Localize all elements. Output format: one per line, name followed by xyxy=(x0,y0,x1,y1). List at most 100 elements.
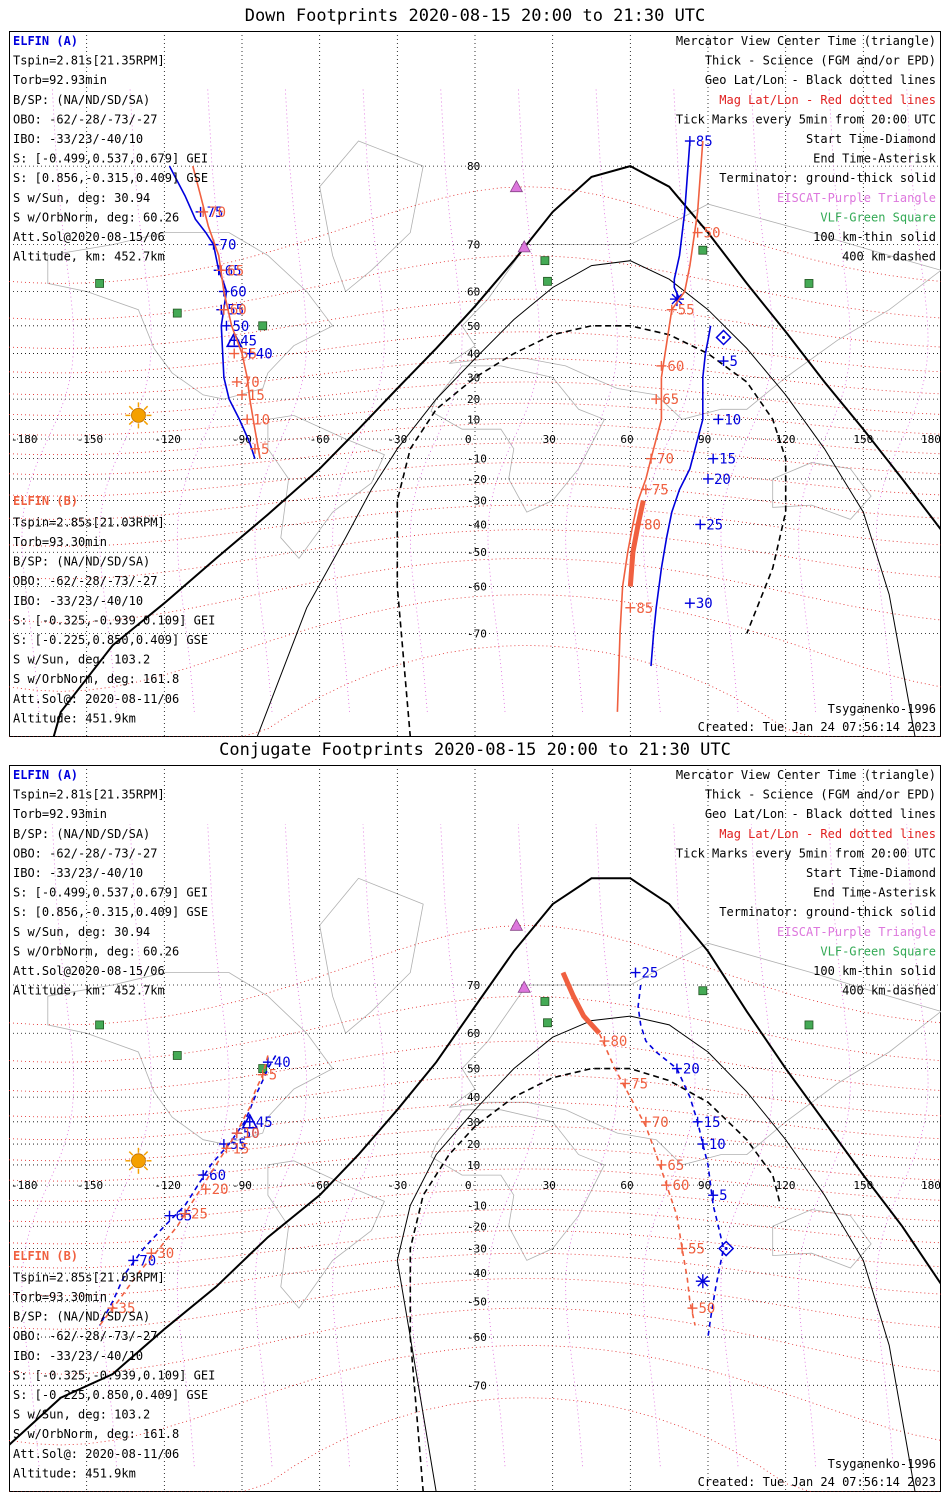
footprint-track-0 xyxy=(168,165,256,459)
footprint-track-2 xyxy=(650,325,712,667)
footprint-track-1 xyxy=(98,1055,269,1326)
eiscat-triangle-0 xyxy=(509,918,524,931)
footprint-track-1 xyxy=(673,140,691,300)
mag-meridian-1 xyxy=(99,88,152,712)
tick-label-7: 5 xyxy=(269,1068,277,1084)
tick-label-0: 70 xyxy=(209,205,226,221)
tick-label-10: 60 xyxy=(667,359,684,375)
panel-title-down: Down Footprints 2020-08-15 20:00 to 21:3… xyxy=(244,6,706,26)
sun-icon xyxy=(125,1147,152,1174)
mag-meridian-8 xyxy=(642,88,696,712)
tick-label-0: 80 xyxy=(610,1034,627,1050)
info-block-b: ELFIN (B) Tspin=2.85s[21.03RPM] Torb=93.30… xyxy=(13,494,215,726)
elfin-b-info-line-9: Att.Sol@: 2020-08-11/06 xyxy=(13,1447,179,1461)
legend-entry-5: Start Time-Diamond xyxy=(806,866,936,880)
tick-label-1: 20 xyxy=(683,1062,700,1078)
created-timestamp: Created: Tue Jan 24 07:56:14 2023 xyxy=(698,720,936,734)
tick-label-1: 75 xyxy=(631,1076,648,1092)
legend: Mercator View Center Time (triangle) Thic… xyxy=(676,768,937,998)
y-tick-label-8: -10 xyxy=(467,1199,487,1212)
sun-disc xyxy=(131,407,146,423)
legend-entry-6: End Time-Asterisk xyxy=(813,152,937,166)
elfin-a-label: ELFIN (A) xyxy=(13,34,78,48)
tick-label-5: 55 xyxy=(688,1242,705,1258)
mag-meridian-0 xyxy=(21,88,75,712)
tick-label-2: 15 xyxy=(704,1115,721,1131)
sun-ray-1 xyxy=(143,1165,149,1171)
y-tick-label-14: -70 xyxy=(467,1379,487,1392)
elfin-b-info-line-2: B/SP: (NA/ND/SD/SA) xyxy=(13,555,150,569)
elfin-b-info-line-10: Altitude: 451.9km xyxy=(13,711,136,725)
legend-entry-10: 100 km-thin solid xyxy=(813,964,936,978)
legend: Mercator View Center Time (triangle) Thic… xyxy=(676,34,937,264)
vlf-square-5 xyxy=(172,1051,182,1060)
sun-ray-5 xyxy=(128,405,134,411)
mag-meridian-3 xyxy=(254,88,308,712)
tick-label-7: 50 xyxy=(243,1126,260,1142)
y-tick-label-12: -50 xyxy=(467,1296,487,1309)
tick-label-8: 50 xyxy=(704,226,721,242)
elfin-a-info-line-5: S: [-0.499,0.537,0.679] GEI xyxy=(13,152,208,166)
legend-entry-3: Mag Lat/Lon - Red dotted lines xyxy=(719,93,936,107)
footprint-track-1 xyxy=(616,140,704,712)
center-time-triangle xyxy=(225,331,243,348)
elfin-b-info-line-6: S: [-0.225,0.850,0.409] GSE xyxy=(13,633,208,647)
elfin-b-info-line-8: S w/OrbNorm, deg: 161.8 xyxy=(13,672,179,686)
vlf-square-0 xyxy=(540,256,550,266)
y-tick-label-3: 40 xyxy=(467,1091,480,1104)
elfin-b-info-line-3: OBO: -62/-28/-73/-27 xyxy=(13,574,158,588)
y-tick-label-6: 10 xyxy=(467,1159,480,1172)
tick-label-11: 65 xyxy=(662,392,679,408)
mag-meridian-5 xyxy=(409,88,463,712)
legend-entry-9: VLF-Green Square xyxy=(820,944,936,958)
y-tick-label-0: 80 xyxy=(467,160,480,173)
legend-entry-6: End Time-Asterisk xyxy=(813,886,937,900)
terminator-400km xyxy=(409,1067,782,1492)
mag-parallel-15 xyxy=(9,644,941,737)
y-tick-label-0: 70 xyxy=(467,979,480,992)
start-diamond xyxy=(715,329,732,346)
y-tick-label-12: -40 xyxy=(467,518,487,531)
tick-label-13: 75 xyxy=(652,483,669,499)
geo-grid xyxy=(9,31,941,737)
terminator-400km xyxy=(396,324,787,737)
elfin-b-info-line-5: S: [-0.325,-0.939,0.109] GEI xyxy=(13,1368,215,1382)
tick-label-3: 65 xyxy=(667,1158,684,1174)
elfin-b-info-line-2: B/SP: (NA/ND/SD/SA) xyxy=(13,1310,150,1324)
x-tick-label-2: -120 xyxy=(154,1179,181,1192)
elfin-a-info-line-7: S w/Sun, deg: 30.94 xyxy=(13,191,150,205)
legend-entry-2: Geo Lat/Lon - Black dotted lines xyxy=(705,73,936,87)
terminator-100km xyxy=(256,260,916,737)
elfin-a-info-line-4: IBO: -33/23/-40/10 xyxy=(13,866,143,880)
landmass-outline-1 xyxy=(267,414,385,560)
tick-label-10: 10 xyxy=(724,412,741,428)
x-tick-label-10: 120 xyxy=(776,1179,796,1192)
tick-label-8: 85 xyxy=(696,134,713,150)
elfin-a-label: ELFIN (A) xyxy=(13,768,78,782)
elfin-a-info-line-1: Torb=92.93min xyxy=(13,73,107,87)
down-footprints-map: -180 -150 -120 -90 -60 -30 0 30 60 90 120 150 180807… xyxy=(9,31,941,737)
y-tick-label-2: 50 xyxy=(467,1063,480,1076)
eiscat-triangle-0 xyxy=(509,179,524,193)
mag-meridian-11 xyxy=(875,88,929,712)
y-tick-label-13: -50 xyxy=(467,546,487,559)
tick-label-8: 10 xyxy=(243,1126,260,1142)
y-tick-label-10: -30 xyxy=(467,1243,487,1256)
y-tick-label-14: -60 xyxy=(467,581,487,594)
mag-grid xyxy=(9,924,941,1492)
y-tick-label-4: 30 xyxy=(467,1116,480,1129)
mag-parallel-11 xyxy=(9,1252,941,1297)
legend-entry-5: Start Time-Diamond xyxy=(806,132,936,146)
elfin-b-info-line-3: OBO: -62/-28/-73/-27 xyxy=(13,1329,158,1343)
y-tick-label-9: -20 xyxy=(467,1220,487,1233)
tick-label-1: 65 xyxy=(227,263,244,279)
tick-label-5: 50 xyxy=(232,319,249,335)
info-block-b: ELFIN (B) Tspin=2.85s[21.03RPM] Torb=93.30… xyxy=(13,1249,215,1481)
start-diamond-center xyxy=(724,1247,728,1251)
x-tick-label-10: 120 xyxy=(776,433,796,446)
mag-meridian-7 xyxy=(565,823,618,1467)
mag-grid xyxy=(9,186,941,737)
elfin-b-info-line-1: Torb=93.30min xyxy=(13,535,107,549)
y-tick-label-15: -70 xyxy=(467,627,487,640)
